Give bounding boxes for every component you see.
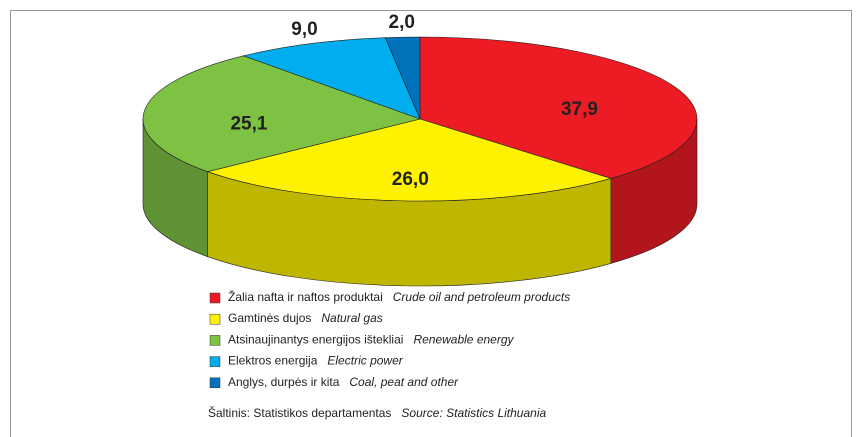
legend-label-en: Renewable energy xyxy=(413,333,514,347)
legend-entry: Atsinaujinantys energijos ištekliai Renew… xyxy=(228,333,515,347)
legend-label-en: Coal, peat and other xyxy=(349,375,459,389)
legend-entry: Elektros energija Electric power xyxy=(228,354,404,368)
legend-entry: Gamtinės dujos Natural gas xyxy=(228,311,383,325)
value-label: 25,1 xyxy=(230,113,267,134)
slice xyxy=(242,37,421,120)
source-lt: Šaltinis: Statistikos departamentas xyxy=(208,405,391,420)
legend-label: Elektros energija xyxy=(228,354,318,368)
slice xyxy=(142,55,422,172)
source-en: Source: Statistics Lithuania xyxy=(401,406,546,420)
legend-label: Anglys, durpės ir kita xyxy=(228,375,340,389)
value-label: 9,0 xyxy=(291,19,317,40)
legend-entry: Žalia nafta ir naftos produktai Crude oil… xyxy=(228,289,570,304)
legend-swatch xyxy=(209,313,221,325)
legend-swatch xyxy=(209,356,221,367)
legend-label: Žalia nafta ir naftos produktai xyxy=(228,289,383,304)
legend-label-en: Electric power xyxy=(327,354,403,368)
legend-label-en: Natural gas xyxy=(321,311,382,325)
frame xyxy=(10,10,852,437)
legend-label: Gamtinės dujos xyxy=(228,311,311,325)
value-label: 2,0 xyxy=(389,12,415,33)
legend-label-en: Crude oil and petroleum products xyxy=(393,290,570,304)
slice xyxy=(419,36,698,179)
slice xyxy=(206,118,612,202)
value-label: 26,0 xyxy=(392,169,429,190)
legend-swatch xyxy=(209,335,221,346)
legend-swatch xyxy=(209,292,221,304)
slice xyxy=(384,36,421,120)
value-label: 37,9 xyxy=(561,99,598,120)
legend-entry: Anglys, durpės ir kita Coal, peat and oth… xyxy=(228,375,459,389)
legend-swatch xyxy=(209,377,221,389)
source: Šaltinis: Statistikos departamentas Sourc… xyxy=(208,405,546,420)
legend-label: Atsinaujinantys energijos ištekliai xyxy=(228,333,403,347)
